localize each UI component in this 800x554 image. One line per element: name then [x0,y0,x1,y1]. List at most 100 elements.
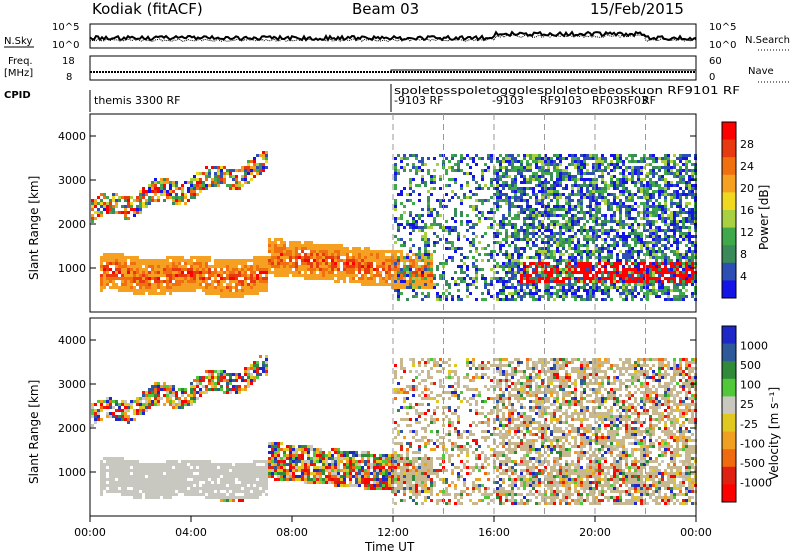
data-cell [190,256,193,259]
data-cell [586,271,589,274]
data-cell [112,484,115,487]
data-cell [319,250,322,253]
data-cell [379,262,382,265]
data-cell [184,493,187,496]
data-cell [523,181,526,184]
ytick-label: 2000 [58,218,86,231]
data-cell [151,286,154,289]
data-cell [559,235,562,238]
freq-unit-label: [MHz] [4,68,33,79]
data-cell [94,211,97,214]
data-cell [490,208,493,211]
data-cell [427,259,430,262]
data-cell [100,478,103,481]
data-cell [277,274,280,277]
data-cell [565,262,568,265]
data-cell [433,286,436,289]
data-cell [652,262,655,265]
data-cell [448,226,451,229]
data-cell [190,475,193,478]
data-cell [451,256,454,259]
data-cell [163,382,166,385]
data-cell [262,157,265,160]
data-cell [544,235,547,238]
data-cell [499,169,502,172]
data-cell [598,271,601,274]
data-cell [496,205,499,208]
data-cell [646,217,649,220]
data-cell [328,244,331,247]
data-cell [241,169,244,172]
data-cell [457,160,460,163]
data-cell [280,253,283,256]
data-cell [532,160,535,163]
data-cell [523,283,526,286]
data-cell [367,250,370,253]
data-cell [187,460,190,463]
data-cell [163,193,166,196]
data-cell [577,190,580,193]
data-cell [664,247,667,250]
data-cell [436,298,439,301]
data-cell [259,163,262,166]
data-cell [655,211,658,214]
data-cell [100,211,103,214]
data-cell [466,181,469,184]
data-cell [385,271,388,274]
data-cell [178,286,181,289]
data-cell [454,193,457,196]
data-cell [166,178,169,181]
data-cell [535,253,538,256]
data-cell [613,181,616,184]
data-cell [166,196,169,199]
data-cell [583,217,586,220]
data-cell [415,256,418,259]
data-cell [184,277,187,280]
data-cell [397,223,400,226]
data-cell [604,196,607,199]
data-cell [238,268,241,271]
data-cell [112,199,115,202]
data-cell [610,193,613,196]
data-cell [154,394,157,397]
data-cell [658,247,661,250]
data-cell [532,232,535,235]
data-cell [310,265,313,268]
data-cell [631,232,634,235]
data-cell [688,211,691,214]
data-cell [673,193,676,196]
data-cell [499,292,502,295]
data-cell [634,286,637,289]
data-cell [253,166,256,169]
data-cell [649,262,652,265]
data-cell [538,214,541,217]
data-cell [262,271,265,274]
data-cell [529,256,532,259]
data-cell [127,277,130,280]
data-cell [643,259,646,262]
data-cell [577,289,580,292]
data-cell [157,463,160,466]
data-cell [385,280,388,283]
data-cell [142,190,145,193]
data-cell [475,154,478,157]
data-cell [169,283,172,286]
data-cell [250,172,253,175]
data-cell [169,466,172,469]
data-cell [403,211,406,214]
data-cell [115,415,118,418]
data-cell [649,271,652,274]
data-cell [352,253,355,256]
data-cell [673,277,676,280]
data-cell [604,298,607,301]
data-cell [259,256,262,259]
data-cell [667,172,670,175]
data-cell [268,268,271,271]
data-cell [622,241,625,244]
data-cell [133,412,136,415]
data-cell [163,181,166,184]
data-cell [115,481,118,484]
data-cell [475,280,478,283]
data-cell [160,388,163,391]
data-cell [508,259,511,262]
